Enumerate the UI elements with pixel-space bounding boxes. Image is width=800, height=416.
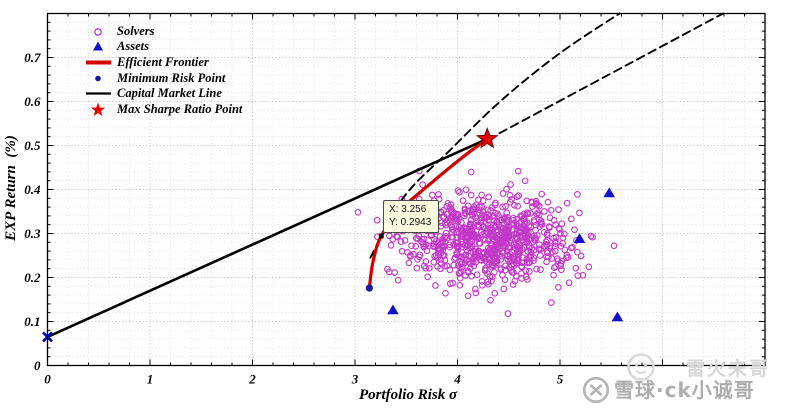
- y-tick-label: 0.6: [24, 94, 41, 109]
- legend-item-minimum-risk-point: Minimum Risk Point: [84, 71, 242, 86]
- datatip-x-value: X: 3.256: [389, 204, 427, 215]
- series-minimum-risk-point: [365, 284, 373, 292]
- y-tick-label: 0: [34, 358, 41, 373]
- x-tick-label: 3: [351, 372, 359, 387]
- star-icon: [84, 102, 114, 117]
- y-tick-label: 0.5: [24, 138, 41, 153]
- datatip-anchor-marker: [378, 233, 384, 239]
- y-tick-label: 0.1: [24, 314, 40, 329]
- y-tick-label: 0.2: [24, 270, 41, 285]
- legend-label: Solvers: [117, 23, 155, 38]
- y-tick-label: 0.7: [24, 50, 41, 65]
- x-tick-label: 1: [147, 372, 154, 387]
- minor-gridlines: [47, 13, 765, 366]
- legend-item-efficient-frontier: Efficient Frontier: [84, 55, 242, 70]
- y-tick-label: 0.3: [24, 226, 41, 241]
- legend-item-solvers: Solvers: [84, 24, 242, 39]
- open-circle-icon: [84, 24, 114, 39]
- x-tick-label: 4: [453, 372, 461, 387]
- dot-icon: [84, 71, 114, 86]
- axes: [46, 12, 766, 367]
- x-tick-label: 2: [248, 372, 256, 387]
- datatip-y-value: Y: 0.2943: [389, 217, 432, 228]
- series-frontier-extension: [369, 12, 621, 259]
- line-icon: [84, 86, 114, 101]
- major-gridlines: [47, 13, 765, 366]
- series-max-sharpe-ratio-point: [475, 126, 499, 149]
- legend-item-max-sharpe-ratio-point: Max Sharpe Ratio Point: [84, 102, 242, 117]
- legend: Solvers Assets Efficient Frontier Minimu…: [84, 24, 242, 117]
- legend-item-capital-market-line: Capital Market Line: [84, 86, 242, 101]
- legend-label: Minimum Risk Point: [117, 70, 226, 85]
- series-cml-extension: [498, 12, 724, 135]
- y-axis-label: EXP Return (%): [3, 135, 19, 241]
- x-tick-label: 5: [557, 372, 564, 387]
- series-capital-market-line: [46, 137, 489, 339]
- triangle-icon: [84, 39, 114, 54]
- legend-label: Assets: [117, 39, 149, 54]
- series-solvers: [354, 167, 618, 317]
- legend-label: Efficient Frontier: [117, 54, 209, 69]
- thick-line-icon: [84, 55, 114, 70]
- legend-item-assets: Assets: [84, 39, 242, 55]
- legend-label: Capital Market Line: [117, 86, 222, 101]
- datatip[interactable]: X: 3.256 Y: 0.2943: [383, 200, 440, 233]
- x-tick-label: 0: [44, 372, 51, 387]
- tick-labels: 0 1 2 3 4 5 0 0.1 0.2 0.3 0.4 0.5 0.6 0.7: [24, 50, 564, 387]
- x-axis-label: Portfolio Risk σ: [358, 387, 458, 403]
- y-tick-label: 0.4: [24, 182, 41, 197]
- series-assets: [387, 187, 624, 322]
- legend-label: Max Sharpe Ratio Point: [117, 101, 243, 116]
